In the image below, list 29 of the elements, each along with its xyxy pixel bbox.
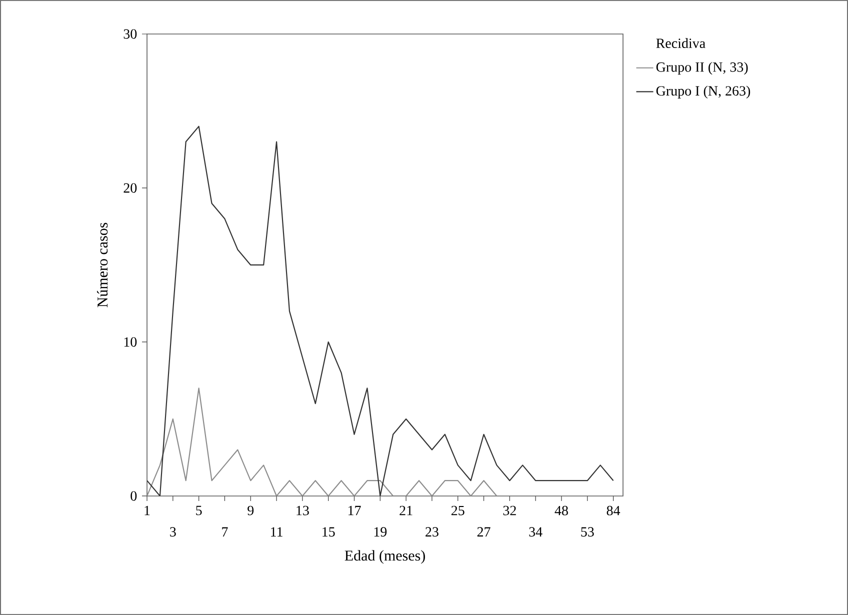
y-tick-label: 0 bbox=[130, 491, 137, 501]
x-tick-label: 32 bbox=[503, 506, 516, 516]
x-tick-label: 84 bbox=[606, 506, 620, 516]
x-tick-label: 27 bbox=[477, 527, 490, 536]
x-tick-label: 48 bbox=[554, 506, 568, 516]
line-series bbox=[147, 388, 498, 496]
x-tick-label: 19 bbox=[374, 527, 387, 537]
x-tick-label: 53 bbox=[581, 527, 594, 537]
x-tick-label: 23 bbox=[426, 527, 438, 537]
x-tick-label: 3 bbox=[170, 527, 176, 537]
y-tick-label: 20 bbox=[124, 183, 137, 193]
x-tick-label: 21 bbox=[400, 506, 412, 516]
x-tick-label: 34 bbox=[529, 527, 542, 537]
legend-label: Grupo I (N, 263) bbox=[656, 86, 750, 98]
x-tick-label: 15 bbox=[322, 527, 335, 537]
x-tick-label: 13 bbox=[296, 506, 309, 516]
x-tick-label: 1 bbox=[144, 506, 150, 516]
legend-label: Grupo II (N, 33) bbox=[656, 62, 748, 75]
x-tick-label: 17 bbox=[348, 506, 361, 516]
y-tick-label: 30 bbox=[124, 29, 137, 39]
y-tick-label: 10 bbox=[124, 337, 137, 347]
x-tick-label: 25 bbox=[451, 506, 464, 516]
x-tick-label: 9 bbox=[248, 506, 254, 516]
x-axis-title: Edad (meses) bbox=[344, 550, 425, 564]
legend-title: Recidiva bbox=[656, 38, 706, 48]
y-axis-title: Número casos bbox=[97, 222, 108, 308]
x-tick-label: 7 bbox=[222, 527, 228, 536]
x-tick-label: 11 bbox=[271, 527, 282, 536]
x-tick-label: 5 bbox=[196, 506, 202, 516]
